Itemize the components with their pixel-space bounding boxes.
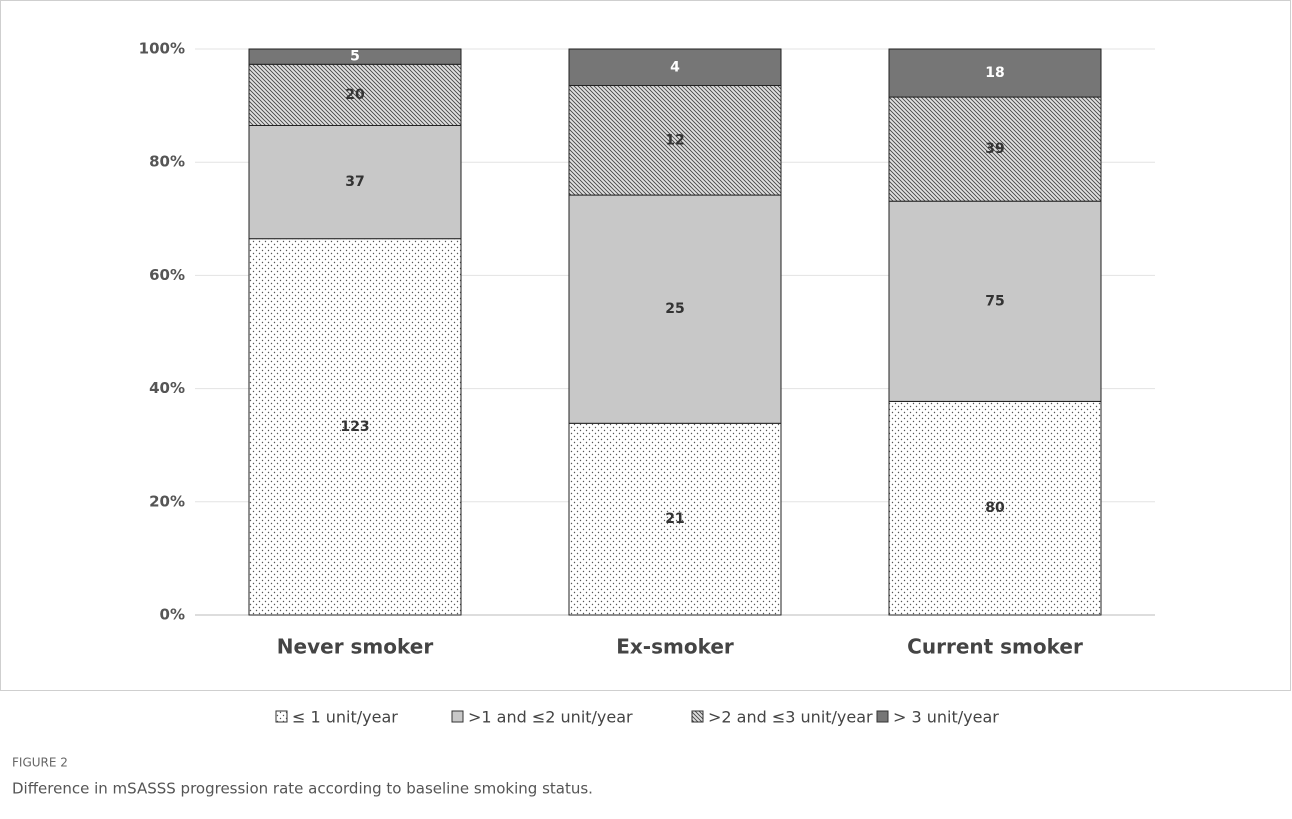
data-label: 20 bbox=[345, 87, 365, 103]
legend-label: > 3 unit/year bbox=[893, 708, 999, 727]
frame bbox=[0, 0, 1291, 691]
y-tick-label: 20% bbox=[149, 492, 185, 510]
data-label: 4 bbox=[670, 59, 680, 75]
bar-segment bbox=[888, 400, 1102, 616]
y-tick-label: 100% bbox=[139, 40, 185, 58]
bar-segment bbox=[248, 48, 462, 65]
bar-segment bbox=[888, 48, 1102, 98]
legend-swatch bbox=[876, 710, 889, 723]
data-label: 123 bbox=[340, 419, 369, 435]
x-tick-label: Current smoker bbox=[907, 635, 1083, 659]
legend-label: >1 and ≤2 unit/year bbox=[468, 708, 633, 727]
legend-label: ≤ 1 unit/year bbox=[292, 708, 398, 727]
bar-segment bbox=[568, 85, 782, 196]
data-label: 5 bbox=[350, 49, 360, 65]
y-tick-label: 0% bbox=[160, 606, 185, 624]
caption: Difference in mSASSS progression rate ac… bbox=[12, 780, 593, 798]
data-label: 39 bbox=[985, 141, 1004, 157]
data-label: 12 bbox=[665, 132, 684, 148]
bar-segment bbox=[248, 124, 462, 240]
bar-segment bbox=[568, 48, 782, 87]
x-tick-label: Never smoker bbox=[277, 635, 434, 659]
legend-swatch bbox=[451, 710, 464, 723]
data-label: 80 bbox=[985, 500, 1005, 516]
bar-segment bbox=[888, 96, 1102, 202]
data-label: 25 bbox=[665, 301, 684, 317]
bar-segment bbox=[568, 194, 782, 424]
y-tick-label: 40% bbox=[149, 379, 185, 397]
data-label: 18 bbox=[985, 65, 1004, 81]
legend-swatch bbox=[691, 710, 704, 723]
legend-label: >2 and ≤3 unit/year bbox=[708, 708, 873, 727]
bar-segment bbox=[888, 200, 1102, 402]
bar-segment bbox=[568, 422, 782, 616]
legend-swatch bbox=[275, 710, 288, 723]
figure-label: FIGURE 2 bbox=[12, 756, 68, 770]
data-label: 37 bbox=[345, 174, 364, 190]
y-tick-label: 60% bbox=[149, 266, 185, 284]
x-tick-label: Ex-smoker bbox=[616, 635, 734, 659]
y-tick-label: 80% bbox=[149, 153, 185, 171]
bar-segment bbox=[248, 63, 462, 126]
data-label: 21 bbox=[665, 511, 684, 527]
data-label: 75 bbox=[985, 293, 1004, 309]
